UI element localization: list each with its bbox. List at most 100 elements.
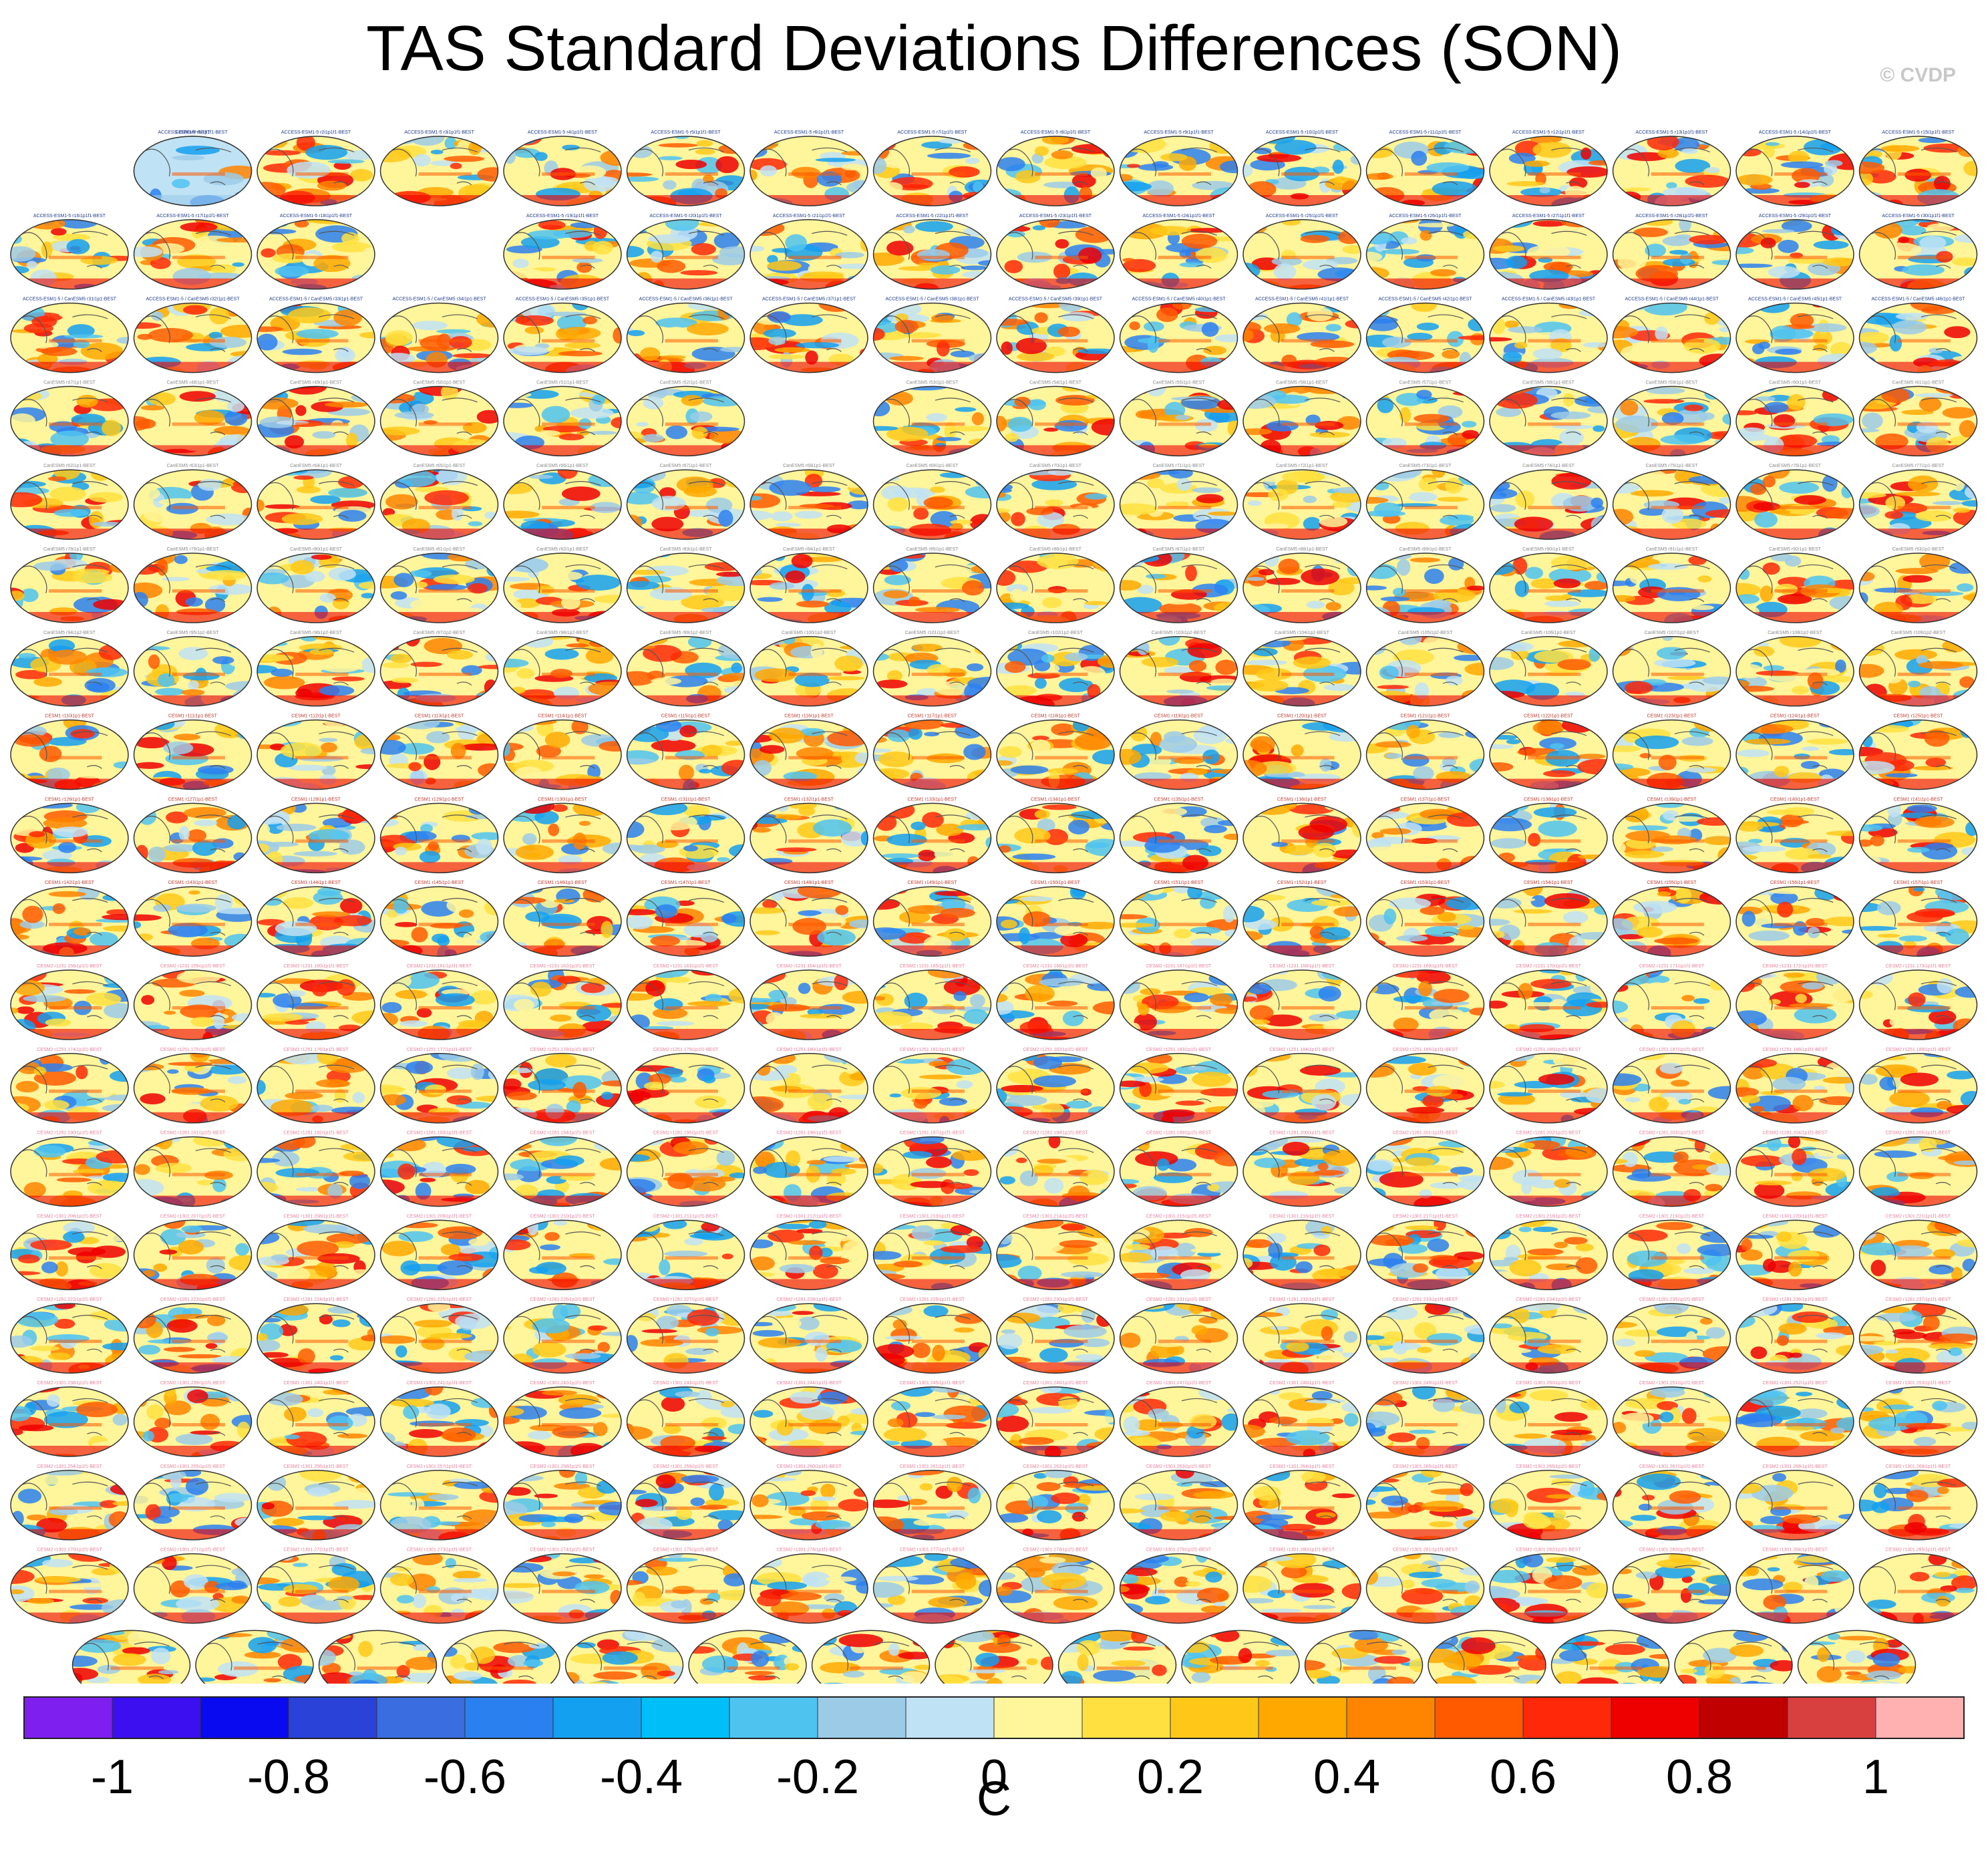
panel-label: CESM1 r130i1p1-BEST (538, 797, 588, 802)
anomaly-blob (11, 450, 21, 456)
panel-label: CanESM5 r65i1p1-BEST (413, 464, 466, 468)
anomaly-blob (1826, 281, 1854, 287)
anomaly-blob (923, 496, 953, 509)
anomaly-blob (1034, 810, 1051, 819)
anomaly-blob (1490, 636, 1506, 641)
anomaly-blob (184, 806, 226, 819)
anomaly-blob (1907, 475, 1939, 492)
anomaly-blob (1196, 494, 1224, 504)
equatorial-pacific-band (1281, 589, 1335, 593)
map-panel: CESM1 r138i1p1-BEST (1489, 797, 1608, 874)
anomaly-blob (1613, 474, 1628, 484)
anomaly-blob (1859, 136, 1880, 142)
anomaly-blob (11, 277, 23, 288)
anomaly-blob (1736, 855, 1758, 861)
anomaly-blob (411, 321, 448, 331)
anomaly-blob (433, 575, 475, 585)
anomaly-blob (723, 685, 745, 695)
anomaly-blob (717, 636, 744, 647)
panel-label: ACCESS-ESM1-5 r20i1p1f1-BEST (649, 214, 722, 218)
anomaly-blob (354, 734, 375, 751)
anomaly-blob (1032, 736, 1049, 741)
anomaly-blob (750, 493, 781, 508)
southern-ocean-band (1613, 445, 1731, 456)
panel-label: CanESM5 r70i1p1-BEST (1029, 464, 1082, 468)
anomaly-blob (1091, 418, 1114, 436)
anomaly-blob (1366, 251, 1383, 263)
anomaly-blob (87, 682, 110, 692)
map-outline (379, 636, 499, 707)
anomaly-blob (1669, 250, 1688, 255)
anomaly-blob (707, 584, 745, 601)
panel-label: CESM1 r144i1p1-BEST (291, 881, 341, 885)
southern-ocean-band (1613, 195, 1731, 206)
anomaly-blob (134, 921, 142, 929)
anomaly-blob (232, 262, 244, 267)
anomaly-blob (1034, 312, 1048, 323)
southern-ocean-band (1490, 778, 1607, 790)
anomaly-blob (1464, 744, 1484, 757)
anomaly-blob (1416, 222, 1454, 228)
map-panel: CanESM5 r94i1p2-BEST (10, 631, 129, 707)
equatorial-pacific-band (1035, 339, 1088, 343)
anomaly-blob (1662, 186, 1707, 198)
anomaly-blob (719, 863, 745, 873)
anomaly-blob (544, 732, 570, 748)
anomaly-blob (1146, 180, 1174, 197)
anomaly-blob (1689, 235, 1728, 245)
anomaly-blob (534, 152, 548, 161)
map-panel: CanESM5 r77i1p1-BEST (1858, 464, 1978, 540)
anomaly-blob (1783, 807, 1815, 816)
anomaly-blob (778, 176, 792, 188)
anomaly-blob (411, 404, 430, 416)
anomaly-blob (1801, 746, 1820, 751)
map-field (1243, 219, 1361, 289)
panel-label: CanESM5 r105i1p2-BEST (1398, 631, 1453, 635)
anomaly-blob (1325, 323, 1341, 332)
anomaly-blob (997, 224, 1031, 233)
map-field (1490, 720, 1607, 790)
map-field (380, 470, 498, 540)
anomaly-blob (975, 867, 987, 873)
anomaly-blob (1332, 159, 1344, 174)
map-panel: ACCESS-ESM1-5 / CanESM5 r46i1p1-BEST (1858, 297, 1978, 373)
anomaly-blob (663, 180, 677, 190)
coastline (1251, 647, 1341, 686)
anomaly-blob (148, 654, 160, 669)
anomaly-blob (524, 326, 544, 334)
map-panel: ACCESS-ESM1-5 r4i1p1f1-BEST (503, 130, 622, 206)
anomaly-blob (295, 470, 333, 478)
anomaly-blob (665, 425, 688, 440)
anomaly-blob (37, 353, 58, 365)
map-outline (1242, 385, 1361, 457)
anomaly-blob (340, 898, 363, 914)
anomaly-blob (212, 656, 234, 665)
anomaly-blob (678, 764, 694, 781)
map-panel: CanESM5 r61i1p1-BEST (1858, 380, 1978, 457)
anomaly-blob (446, 650, 474, 660)
southern-ocean-band (1736, 528, 1854, 540)
anomaly-blob (342, 150, 375, 160)
anomaly-blob (1247, 220, 1267, 234)
anomaly-blob (450, 742, 466, 760)
panel-label: ACCESS-ESM1-5 r15i1p1f1-BEST (1882, 130, 1955, 135)
map-field (1490, 136, 1607, 206)
coastline (1128, 398, 1217, 436)
anomaly-blob (1492, 636, 1512, 644)
anomaly-blob (380, 740, 406, 755)
anomaly-blob (13, 734, 50, 747)
anomaly-blob (1120, 697, 1136, 706)
anomaly-blob (1498, 852, 1515, 863)
anomaly-blob (590, 502, 621, 513)
equatorial-pacific-band (665, 422, 718, 426)
anomaly-blob (504, 219, 524, 230)
map-outline (503, 719, 622, 790)
equatorial-pacific-band (295, 923, 349, 927)
anomaly-blob (385, 494, 418, 510)
map-outline (10, 553, 129, 623)
anomaly-blob (750, 369, 781, 373)
map-outline (1119, 219, 1238, 290)
anomaly-blob (974, 643, 991, 656)
map-field (134, 386, 252, 456)
map-field (504, 720, 621, 790)
